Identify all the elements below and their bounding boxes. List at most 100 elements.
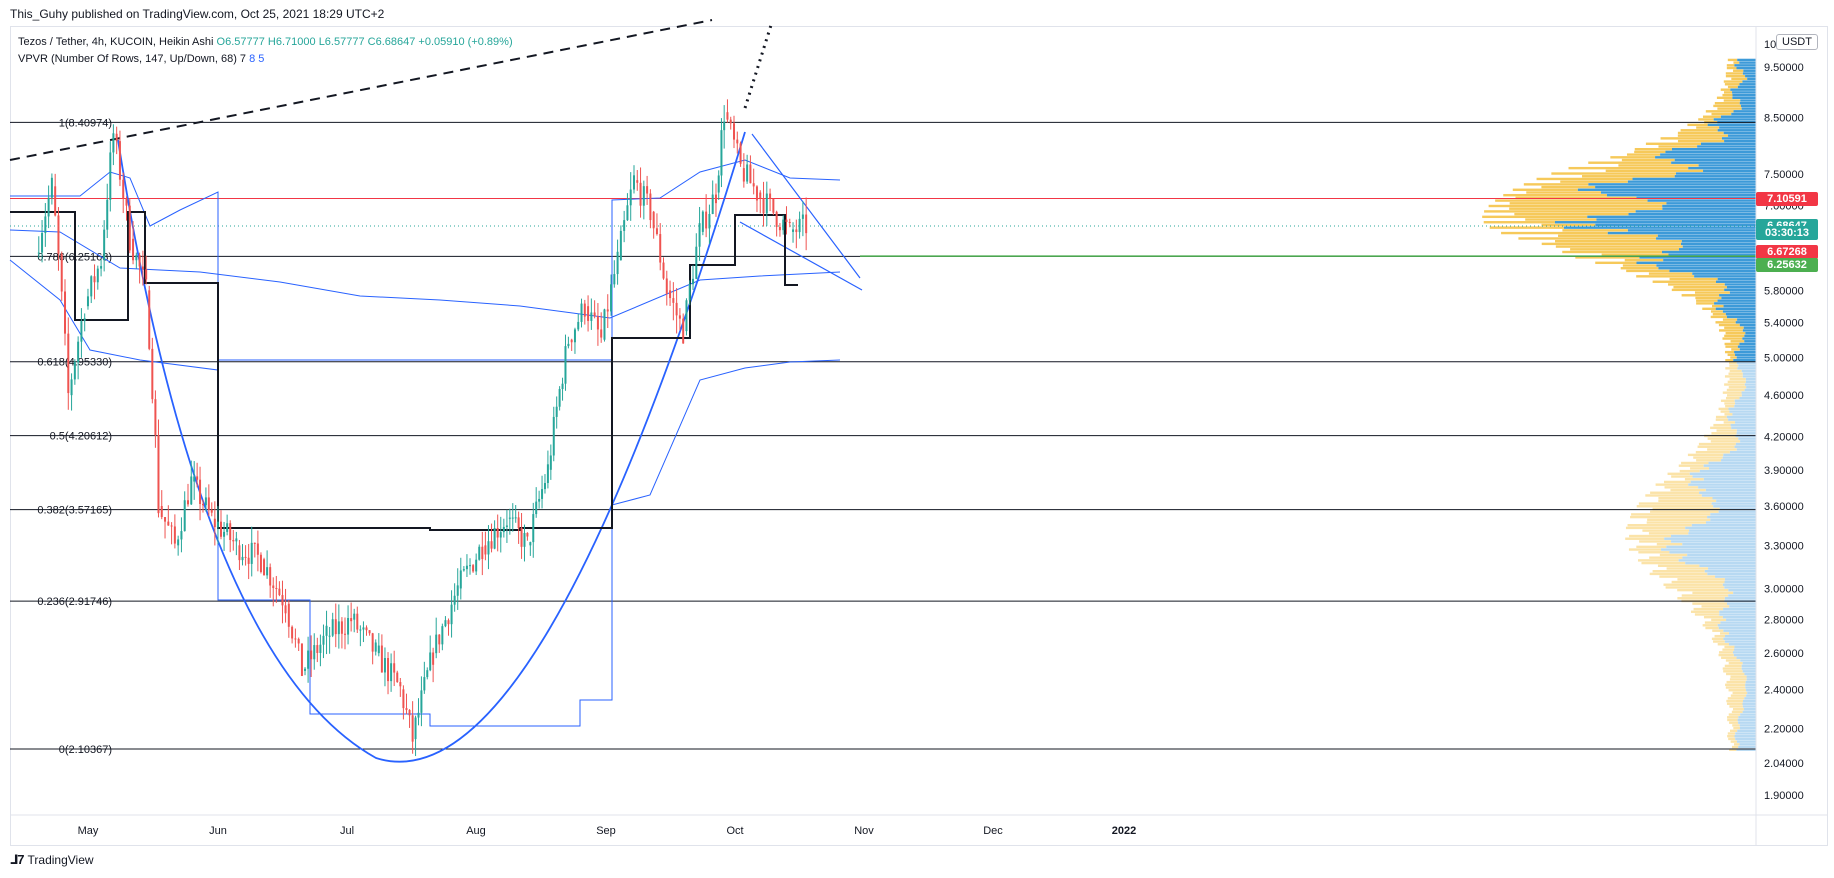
vp-bar-down [1671, 161, 1756, 164]
vp-bar-up [1728, 737, 1736, 741]
candle-body [387, 658, 390, 682]
vp-bar-up [1730, 356, 1737, 359]
vp-bar-up [1656, 542, 1683, 546]
vp-bar-up [1724, 413, 1733, 416]
candle-body [769, 193, 772, 199]
vp-bar-down [1694, 275, 1756, 278]
vp-bar-up [1626, 269, 1670, 273]
candle-body [502, 526, 505, 533]
vp-bar-up [1681, 594, 1729, 597]
candle-body [122, 179, 125, 199]
x-tick-label: Dec [983, 825, 1003, 837]
candle-body [549, 455, 552, 470]
vp-bar-down [1724, 586, 1756, 589]
candle-body [505, 525, 508, 527]
vp-bar-down [1710, 518, 1756, 522]
vp-bar-up [1725, 345, 1738, 348]
vp-bar-up [1655, 483, 1689, 486]
candle-body [125, 198, 128, 206]
vp-bar-up [1715, 418, 1729, 421]
vpvr-indicator-label[interactable]: VPVR (Number Of Rows, 147, Up/Down, 68) [18, 53, 237, 65]
currency-button[interactable]: USDT [1776, 34, 1818, 50]
vp-bar-down [1692, 272, 1756, 275]
candle-body [420, 690, 423, 713]
vp-bar-up [1687, 453, 1724, 457]
candle-body [659, 234, 662, 263]
vp-bar-down [1656, 237, 1756, 240]
vp-bar-down [1736, 448, 1756, 451]
candle-body [795, 229, 798, 233]
vp-bar-down [1672, 147, 1756, 151]
vp-bar-up [1626, 153, 1661, 156]
vp-bar-down [1698, 164, 1756, 167]
vp-bar-down [1741, 107, 1756, 110]
vp-bar-up [1541, 185, 1596, 189]
vp-bar-down [1745, 74, 1756, 78]
fib-label: 1(8.40974) [59, 117, 112, 129]
candle-body [523, 532, 526, 547]
vp-bar-down [1664, 537, 1756, 540]
vp-bar-up [1727, 718, 1738, 722]
vp-bar-up [1663, 480, 1691, 484]
vp-bar-down [1723, 637, 1756, 641]
vp-bar-up [1671, 288, 1725, 292]
candle-body [64, 291, 67, 334]
vp-bar-up [1728, 661, 1743, 665]
candle-body [259, 554, 262, 573]
vp-bar-down [1675, 172, 1756, 175]
vp-bar-up [1728, 689, 1747, 692]
vp-bar-up [1725, 404, 1735, 408]
vp-bar-up [1665, 586, 1725, 589]
vp-bar-up [1720, 88, 1731, 91]
vp-bar-down [1657, 234, 1756, 237]
vp-bar-down [1554, 221, 1756, 224]
candle-body [775, 211, 778, 228]
vp-bar-up [1698, 118, 1714, 121]
candle-body [250, 542, 253, 564]
candle-body [210, 509, 213, 513]
vp-bar-down [1628, 212, 1756, 216]
vp-bar-down [1705, 521, 1756, 524]
vp-bar-up [1562, 250, 1662, 254]
vp-bar-down [1745, 380, 1756, 384]
candle-body [695, 246, 698, 279]
vp-bar-up [1726, 680, 1746, 684]
vp-bar-up [1730, 675, 1747, 678]
tradingview-logo-icon[interactable]: ⅃7 [10, 852, 24, 867]
vp-bar-down [1742, 337, 1756, 340]
candle-body [223, 531, 226, 537]
vp-bar-up [1692, 602, 1728, 605]
vp-bar-down [1636, 261, 1756, 265]
vp-bar-down [1697, 145, 1756, 148]
vp-bar-up [1671, 580, 1725, 584]
vp-bar-down [1627, 229, 1756, 232]
vp-bar-down [1736, 432, 1756, 435]
footer-brand[interactable]: TradingView [27, 853, 94, 867]
vp-bar-up [1723, 99, 1741, 102]
ohlc-low: L6.57777 [318, 36, 365, 48]
vp-bar-up [1710, 315, 1728, 319]
vp-bar-down [1746, 694, 1756, 697]
vp-bar-up [1724, 645, 1735, 649]
vp-bar-up [1673, 285, 1727, 289]
vp-bar-down [1747, 691, 1756, 695]
vp-bar-up [1621, 158, 1675, 162]
vpvr-value-3: 5 [258, 53, 265, 65]
vp-bar-down [1714, 302, 1756, 305]
dashed-trend-line [9, 19, 713, 161]
vp-bar-down [1728, 594, 1756, 597]
candle-body [226, 523, 229, 532]
vp-bar-up [1724, 375, 1743, 378]
vp-bar-up [1484, 210, 1636, 213]
vp-bar-down [1718, 626, 1756, 630]
candle-body [459, 570, 462, 589]
vp-bar-up [1696, 126, 1720, 129]
vp-bar-up [1724, 334, 1745, 338]
x-tick-label: 2022 [1112, 825, 1136, 837]
vp-bar-up [1690, 610, 1720, 613]
candle-body [573, 329, 576, 343]
vp-bar-up [1713, 104, 1742, 108]
vp-bar-down [1607, 231, 1756, 235]
symbol-title[interactable]: Tezos / Tether, 4h, KUCOIN, Heikin Ashi [18, 36, 214, 48]
